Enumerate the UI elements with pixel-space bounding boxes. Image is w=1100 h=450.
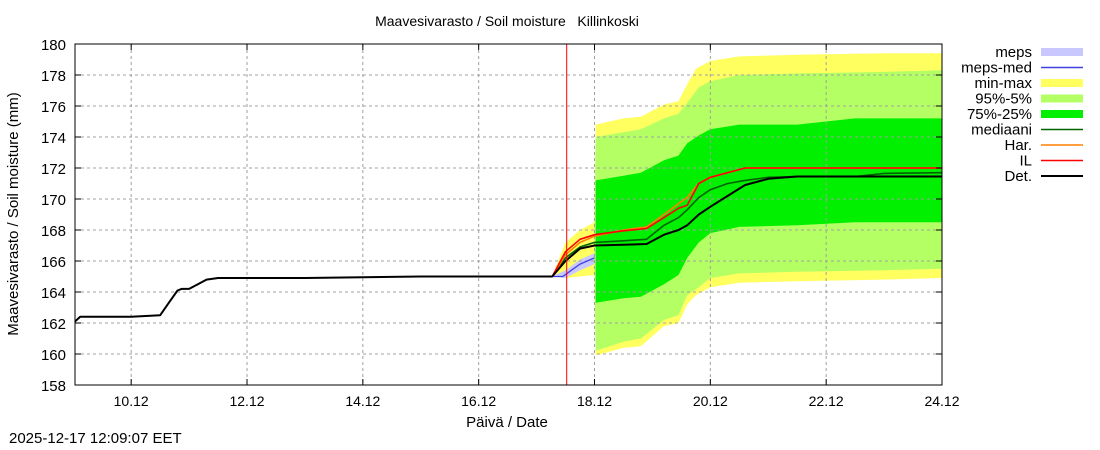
legend-label-meps: meps bbox=[995, 44, 1032, 61]
legend-label-mediaani: mediaani bbox=[971, 122, 1032, 139]
x-tick-label: 18.12 bbox=[577, 393, 612, 409]
legend-label-min-max: min-max bbox=[974, 75, 1032, 92]
y-tick-label: 174 bbox=[41, 130, 66, 147]
band-meps bbox=[552, 253, 595, 278]
x-tick-label: 12.12 bbox=[229, 393, 264, 409]
y-tick-label: 178 bbox=[41, 68, 66, 85]
legend-label-p75-25: 75%-25% bbox=[967, 106, 1032, 123]
bands-layer bbox=[552, 53, 942, 356]
lines-layer bbox=[74, 167, 943, 323]
legend-label-p95-5: 95%-5% bbox=[975, 91, 1032, 108]
y-tick-label: 166 bbox=[41, 254, 66, 271]
y-tick-label: 158 bbox=[41, 378, 66, 395]
legend: mepsmeps-medmin-max95%-5%75%-25%mediaani… bbox=[961, 44, 1083, 185]
series-line-il bbox=[551, 167, 942, 277]
y-tick-label: 168 bbox=[41, 223, 66, 240]
timestamp: 2025-12-17 12:09:07 EET bbox=[9, 430, 182, 447]
y-tick-label: 162 bbox=[41, 316, 66, 333]
x-tick-label: 24.12 bbox=[924, 393, 959, 409]
y-axis-label: Maavesivarasto / Soil moisture (mm) bbox=[5, 92, 22, 335]
legend-swatch-p95-5 bbox=[1041, 94, 1083, 103]
x-tick-label: 22.12 bbox=[809, 393, 844, 409]
legend-swatch-meps bbox=[1041, 48, 1083, 56]
chart-title: Maavesivarasto / Soil moisture Killinkos… bbox=[375, 13, 639, 29]
x-tick-label: 14.12 bbox=[345, 393, 380, 409]
legend-label-har: Har. bbox=[1004, 137, 1032, 154]
series-line-meps-med bbox=[552, 257, 595, 278]
x-axis-label: Päivä / Date bbox=[466, 414, 548, 431]
grid-layer bbox=[75, 44, 942, 385]
series-line-det bbox=[74, 175, 942, 323]
legend-swatch-p75-25 bbox=[1041, 110, 1083, 118]
y-tick-label: 180 bbox=[41, 37, 66, 54]
legend-label-det: Det. bbox=[1004, 168, 1032, 185]
y-tick-label: 164 bbox=[41, 285, 66, 302]
y-tick-label: 176 bbox=[41, 99, 66, 116]
y-tick-label: 160 bbox=[41, 347, 66, 364]
band-p75-25 bbox=[595, 118, 942, 303]
y-tick-label: 170 bbox=[41, 192, 66, 209]
legend-label-il: IL bbox=[1019, 153, 1032, 170]
x-tick-label: 10.12 bbox=[114, 393, 149, 409]
ticks-layer: 158 160 162 164 166 168 170 172 174 176 178 180 10.1… bbox=[41, 37, 960, 409]
x-tick-label: 20.12 bbox=[693, 393, 728, 409]
y-tick-label: 172 bbox=[41, 161, 66, 178]
legend-label-meps-med: meps-med bbox=[961, 60, 1032, 77]
x-tick-label: 16.12 bbox=[461, 393, 496, 409]
plot-frame bbox=[74, 43, 943, 386]
legend-swatch-min-max bbox=[1041, 79, 1083, 87]
